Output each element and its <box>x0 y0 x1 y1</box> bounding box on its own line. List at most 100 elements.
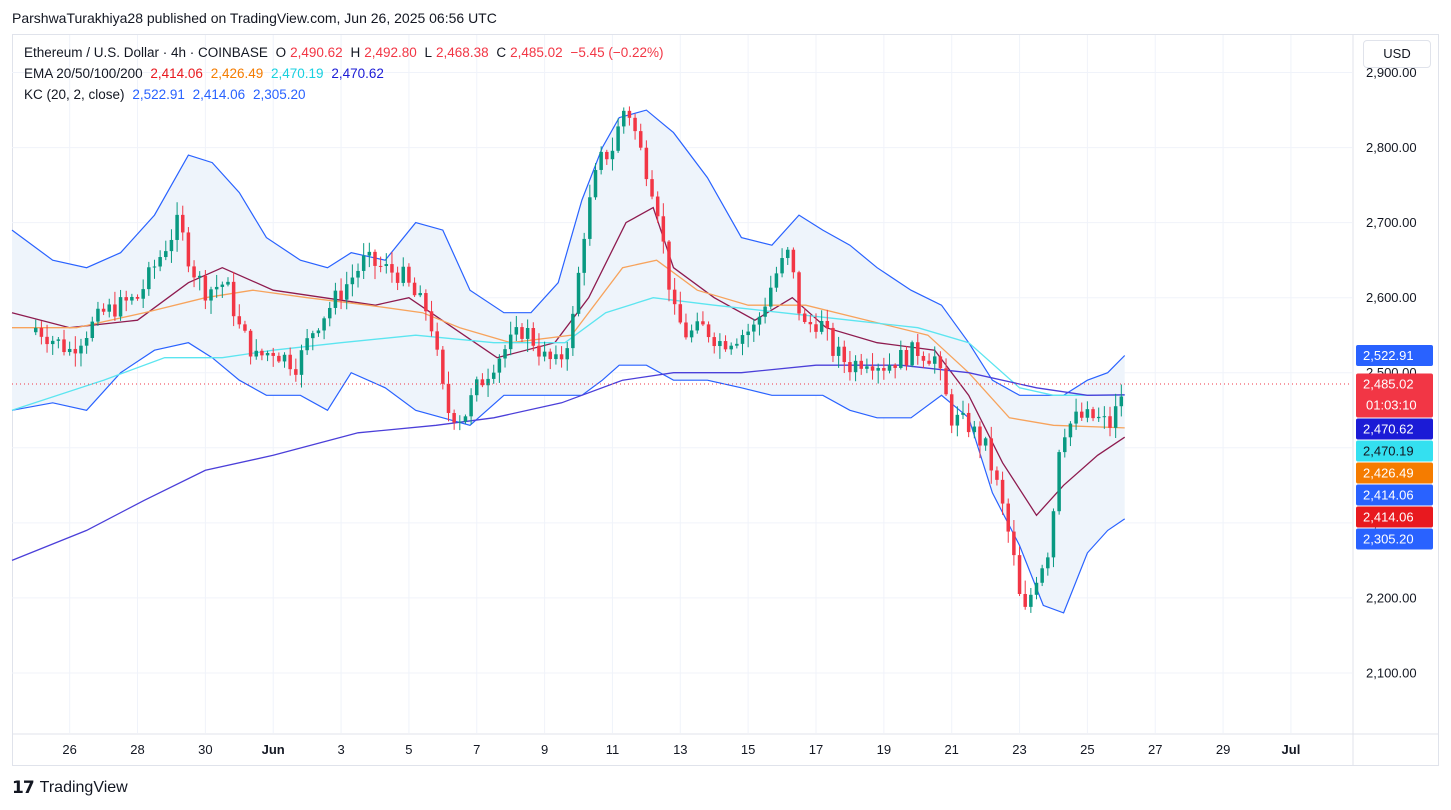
candle-body <box>322 318 326 331</box>
candle-body <box>412 282 417 296</box>
x-tick-label: 29 <box>1216 742 1230 757</box>
ema-line-2 <box>12 259 1125 429</box>
ema20-value: 2,414.06 <box>150 66 203 81</box>
legend-kc[interactable]: KC (20, 2, close) 2,522.91 2,414.06 2,30… <box>24 87 310 102</box>
y-tick-label: 2,200.00 <box>1366 590 1417 605</box>
candle-body <box>367 251 372 256</box>
price-badge <box>1356 462 1433 484</box>
ema-line-4 <box>11 364 1125 562</box>
x-tick-label: 23 <box>1012 742 1026 757</box>
x-tick-label: 30 <box>198 742 212 757</box>
x-tick-label: 19 <box>877 742 891 757</box>
price-badge <box>1356 418 1433 440</box>
candle-body <box>865 366 869 369</box>
candle-body <box>887 364 892 371</box>
price-badge-label: 2,470.62 <box>1363 421 1414 436</box>
candle-body <box>328 307 332 319</box>
candle-body <box>961 412 965 415</box>
candle-body <box>45 336 49 345</box>
candle-body <box>169 239 174 252</box>
candle-body <box>395 272 400 283</box>
candle-body <box>712 337 716 347</box>
candle-body <box>118 297 123 317</box>
price-badge <box>1356 484 1433 506</box>
candle-body <box>882 368 886 371</box>
candle-body <box>752 324 756 332</box>
candle-body <box>197 275 202 278</box>
x-tick-label: 17 <box>809 742 823 757</box>
legend-high: H 2,492.80 <box>350 45 417 60</box>
candle-body <box>475 379 479 396</box>
x-tick-label: 25 <box>1080 742 1094 757</box>
x-tick-label: Jun <box>262 742 285 757</box>
candle-body <box>333 290 338 308</box>
candle-body <box>226 281 230 285</box>
candle-body <box>1051 511 1056 558</box>
candle-body <box>384 264 389 267</box>
y-tick-label: 2,100.00 <box>1366 665 1417 680</box>
candle-body <box>1029 594 1033 607</box>
candle-body <box>520 327 524 339</box>
candle-body <box>135 296 140 299</box>
candle-body <box>740 335 745 344</box>
candle-body <box>949 394 954 426</box>
candle-body <box>1000 479 1005 504</box>
candle-body <box>1102 416 1107 418</box>
candle-body <box>785 249 790 259</box>
candle-body <box>214 286 219 290</box>
candle-body <box>147 267 151 290</box>
chart-grid <box>12 35 1438 765</box>
candle-body <box>305 338 309 351</box>
kc-label: KC (20, 2, close) <box>24 87 125 102</box>
candle-body <box>79 345 83 354</box>
candle-body <box>644 147 649 180</box>
candle-body <box>1034 582 1039 595</box>
candle-body <box>667 241 671 290</box>
candle-body <box>819 320 824 332</box>
footer-brand[interactable]: 17 TradingView <box>12 778 128 798</box>
ema-line-1 <box>11 206 1126 517</box>
candle-body <box>735 343 739 346</box>
candle-body <box>282 354 287 362</box>
candle-body <box>633 117 637 132</box>
legend-open: O 2,490.62 <box>275 45 343 60</box>
tradingview-logo-icon: 17 <box>12 778 35 798</box>
x-tick-label: 5 <box>405 742 412 757</box>
candle-body <box>870 366 875 371</box>
candle-body <box>791 249 796 273</box>
candle-body <box>1079 411 1084 418</box>
x-tick-label: 11 <box>606 742 620 757</box>
kc-lower-value: 2,305.20 <box>252 87 306 102</box>
kc-upper-line <box>11 109 1126 396</box>
candle-body <box>503 349 507 359</box>
candle-body <box>491 372 496 379</box>
candle-body <box>774 273 779 288</box>
currency-button[interactable]: USD <box>1363 40 1431 68</box>
y-tick-label: 2,800.00 <box>1366 140 1417 155</box>
candle-body <box>141 289 145 299</box>
candle-body <box>62 339 66 353</box>
candle-body <box>288 354 292 370</box>
candle-body <box>932 356 937 364</box>
candle-body <box>124 297 128 301</box>
candle-body <box>859 360 863 369</box>
candle-body <box>248 330 253 357</box>
legend-ema[interactable]: EMA 20/50/100/200 2,414.06 2,426.49 2,47… <box>24 66 388 81</box>
x-tick-label: Jul <box>1282 742 1301 757</box>
candle-body <box>84 337 89 346</box>
candle-body <box>814 324 818 332</box>
legend-ohlc[interactable]: Ethereum / U.S. Dollar · 4h · COINBASE O… <box>24 45 668 60</box>
candle-body <box>899 349 903 368</box>
candle-body <box>548 351 553 360</box>
candle-body <box>186 232 191 267</box>
candle-body <box>842 346 847 363</box>
candle-body <box>424 293 428 312</box>
ema100-value: 2,470.19 <box>271 66 324 81</box>
candle-body <box>955 414 960 426</box>
candle-body <box>622 110 626 127</box>
candle-body <box>435 331 439 350</box>
candle-body <box>802 313 807 322</box>
kc-lower-line <box>11 342 1126 614</box>
y-tick-label: 2,700.00 <box>1366 215 1417 230</box>
